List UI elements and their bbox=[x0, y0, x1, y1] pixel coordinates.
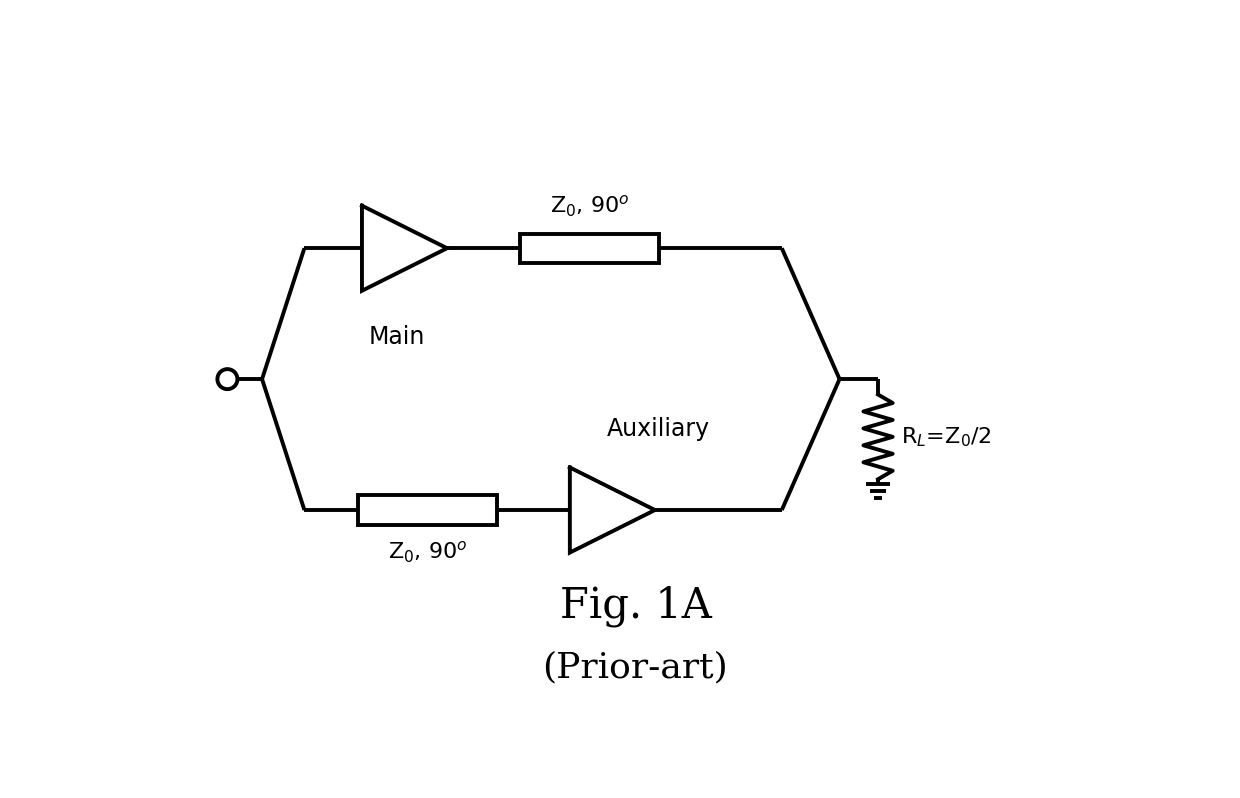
Text: R$_L$=Z$_0$/2: R$_L$=Z$_0$/2 bbox=[901, 425, 991, 448]
Bar bbox=[520, 234, 658, 263]
Text: Auxiliary: Auxiliary bbox=[608, 417, 711, 440]
Text: Z$_0$, 90$^o$: Z$_0$, 90$^o$ bbox=[388, 539, 467, 565]
Text: Main: Main bbox=[368, 326, 425, 350]
Text: Z$_0$, 90$^o$: Z$_0$, 90$^o$ bbox=[549, 193, 629, 219]
Bar bbox=[358, 496, 497, 524]
Text: (Prior-art): (Prior-art) bbox=[543, 651, 728, 685]
Text: Fig. 1A: Fig. 1A bbox=[559, 585, 712, 627]
